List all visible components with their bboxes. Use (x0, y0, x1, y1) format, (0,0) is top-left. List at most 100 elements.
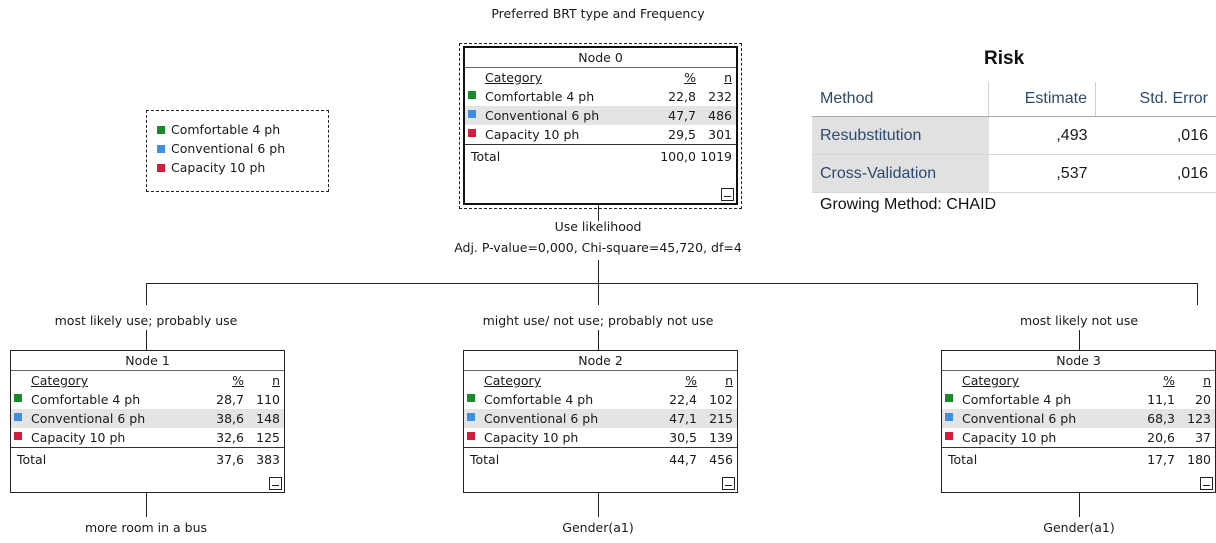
node-category-row: Capacity 10 ph 32,6 125 (11, 428, 284, 447)
node-n: 215 (709, 411, 733, 426)
node-category-row: Capacity 10 ph 29,5 301 (465, 125, 736, 144)
collapse-toggle-icon[interactable] (721, 188, 734, 201)
node-total-row: Total 17,7 180 (942, 447, 1215, 470)
node-header-percent: % (232, 373, 244, 388)
node-total-percent: 37,6 (216, 451, 244, 467)
node-swatch-cell (465, 109, 479, 120)
connector-line (598, 330, 599, 350)
collapse-toggle-icon[interactable] (269, 477, 282, 490)
node-category-row: Conventional 6 ph 68,3 123 (942, 409, 1215, 428)
node-total-n: 1019 (700, 148, 732, 164)
node-category-row: Capacity 10 ph 30,5 139 (464, 428, 737, 447)
node-n: 37 (1195, 430, 1211, 445)
node-category: Conventional 6 ph (31, 411, 146, 426)
connector-line (146, 283, 147, 305)
node-category: Comfortable 4 ph (485, 89, 595, 104)
category-swatch (467, 412, 475, 421)
node-category-row: Comfortable 4 ph 11,1 20 (942, 390, 1215, 409)
connector-line (1079, 330, 1080, 350)
risk-std-error: ,016 (1095, 154, 1216, 193)
risk-row: Resubstitution ,493 ,016 (812, 116, 1216, 155)
node-n: 125 (256, 430, 280, 445)
connector-line (1079, 493, 1080, 517)
node-header-row: Category% n (464, 370, 737, 390)
node-category: Comfortable 4 ph (484, 392, 594, 407)
node-swatch-cell (465, 90, 479, 101)
legend-swatch (157, 144, 165, 153)
node-swatch-cell (942, 393, 956, 404)
connector-line (146, 283, 1198, 284)
risk-estimate: ,537 (988, 154, 1096, 193)
connector-line (598, 205, 599, 221)
next-split-label: Gender(a1) (562, 520, 634, 535)
branch-label: most likely use; probably use (54, 313, 238, 328)
category-swatch (468, 90, 476, 99)
node-swatch-cell (11, 393, 25, 404)
node-swatch-cell (464, 393, 478, 404)
legend: Comfortable 4 ph Conventional 6 ph Capac… (146, 110, 329, 192)
branch-label: might use/ not use; probably not use (482, 313, 714, 328)
connector-line (146, 330, 147, 350)
tree-node-3[interactable]: Node 3 Category% n Comfortable 4 ph 11,1 20 Co… (941, 350, 1216, 493)
node-total-n: 456 (709, 451, 733, 467)
node-total-percent: 100,0 (660, 148, 696, 164)
node-total-row: Total 44,7 456 (464, 447, 737, 470)
split-statistics: Adj. P-value=0,000, Chi-square=45,720, d… (454, 240, 742, 255)
tree-node-1[interactable]: Node 1 Category% n Comfortable 4 ph 28,7 110 C… (10, 350, 285, 493)
category-swatch (14, 431, 22, 440)
node-n: 301 (708, 127, 732, 142)
node-header-row: Category% n (465, 67, 736, 87)
node-swatch-cell (942, 412, 956, 423)
collapse-toggle-icon[interactable] (722, 477, 735, 490)
node-header-row: Category% n (942, 370, 1215, 390)
node-header-category: Category (31, 373, 89, 388)
tree-title: Preferred BRT type and Frequency (491, 6, 705, 21)
node-percent: 28,7 (216, 392, 244, 407)
next-split-label: Gender(a1) (1043, 520, 1115, 535)
node-percent: 29,5 (668, 127, 696, 142)
node-percent: 22,8 (668, 89, 696, 104)
node-n: 148 (256, 411, 280, 426)
category-swatch (945, 412, 953, 421)
node-category: Capacity 10 ph (484, 430, 579, 445)
node-n: 232 (708, 89, 732, 104)
node-percent: 32,6 (216, 430, 244, 445)
risk-header-row: Method Estimate Std. Error (812, 82, 1216, 117)
legend-label: Capacity 10 ph (171, 160, 266, 175)
node-header-category: Category (484, 373, 542, 388)
tree-node-2[interactable]: Node 2 Category% n Comfortable 4 ph 22,4 102 C… (463, 350, 738, 493)
node-header-n: n (1203, 373, 1211, 388)
node-n: 139 (709, 430, 733, 445)
risk-method: Resubstitution (812, 116, 989, 155)
node-total-label: Total (471, 148, 501, 164)
risk-title: Risk (984, 48, 1025, 69)
legend-item: Conventional 6 ph (157, 139, 328, 158)
node-header-percent: % (684, 70, 696, 85)
node-total-label: Total (470, 451, 500, 467)
node-title: Node 0 (578, 50, 623, 65)
node-header-percent: % (685, 373, 697, 388)
node-header-category: Category (962, 373, 1020, 388)
node-category: Conventional 6 ph (484, 411, 599, 426)
risk-table: Method Estimate Std. Error Resubstitutio… (812, 82, 1216, 193)
root-node-selection-outline (459, 43, 742, 209)
node-percent: 47,1 (669, 411, 697, 426)
tree-node-0[interactable]: Node 0 Category% n Comfortable 4 ph 22,8 232 C… (463, 46, 738, 205)
node-swatch-cell (11, 412, 25, 423)
node-category-row: Comfortable 4 ph 28,7 110 (11, 390, 284, 409)
collapse-toggle-icon[interactable] (1200, 477, 1213, 490)
node-header-n: n (724, 70, 732, 85)
node-total-n: 180 (1187, 451, 1211, 467)
node-category-row: Capacity 10 ph 20,6 37 (942, 428, 1215, 447)
node-n: 486 (708, 108, 732, 123)
node-swatch-cell (464, 431, 478, 442)
node-title: Node 3 (1056, 353, 1101, 368)
node-category-row: Conventional 6 ph 47,1 215 (464, 409, 737, 428)
node-header-category: Category (485, 70, 543, 85)
branch-label: most likely not use (1019, 313, 1139, 328)
node-header-row: Category% n (11, 370, 284, 390)
category-swatch (14, 412, 22, 421)
node-category: Capacity 10 ph (485, 127, 580, 142)
category-swatch (945, 431, 953, 440)
node-category: Conventional 6 ph (485, 108, 600, 123)
